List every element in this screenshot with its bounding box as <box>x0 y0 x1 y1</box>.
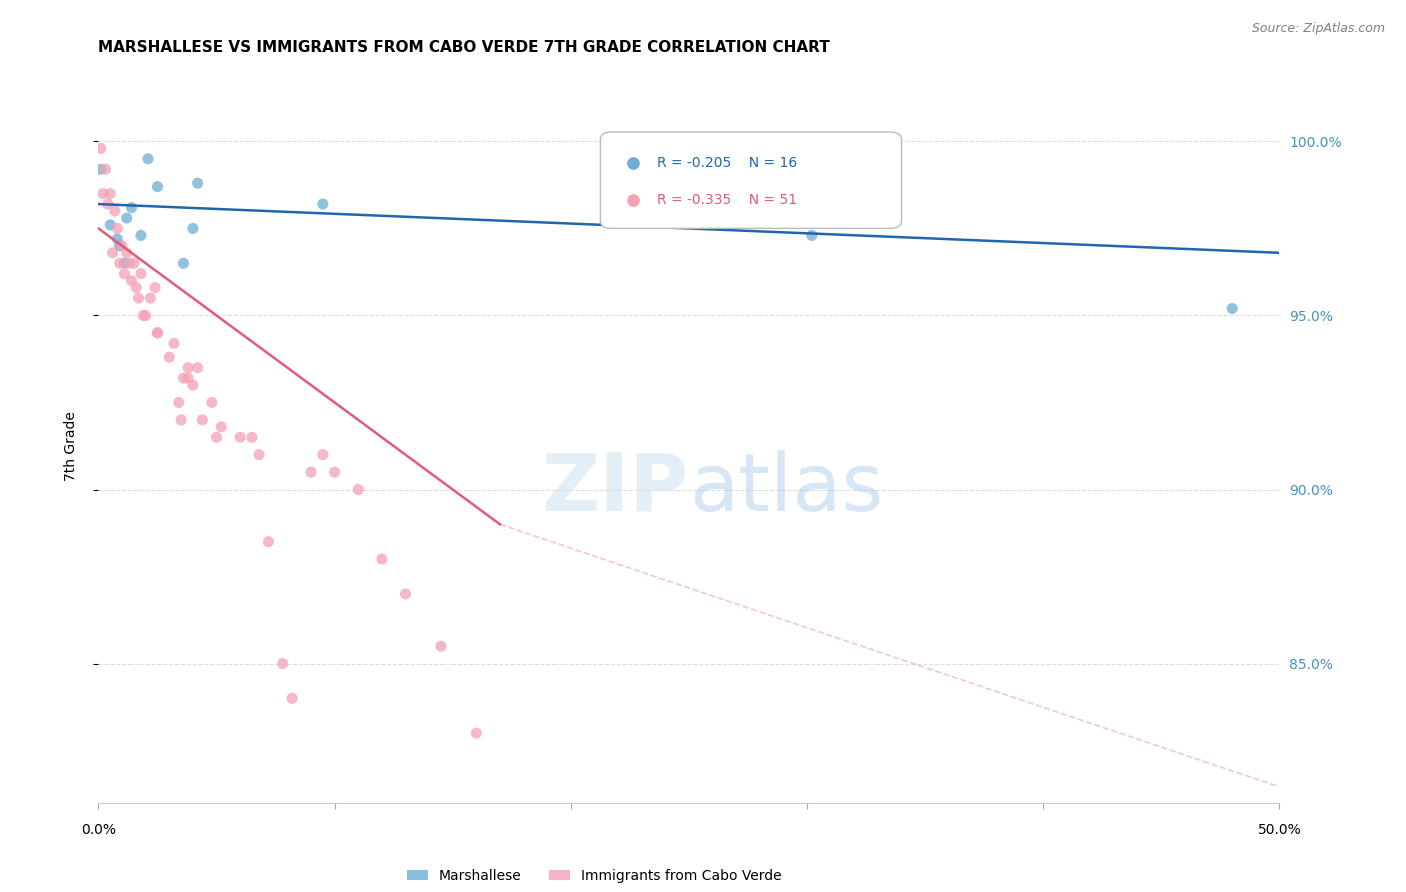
Point <box>105 221 128 235</box>
Point <box>97 197 120 211</box>
Point <box>136 152 159 166</box>
Point <box>108 239 131 253</box>
Text: atlas: atlas <box>689 450 883 528</box>
Point <box>143 280 166 294</box>
Point <box>98 186 121 201</box>
Point <box>146 326 169 340</box>
Point <box>132 309 155 323</box>
Point <box>394 587 416 601</box>
Point <box>312 448 335 462</box>
Point <box>187 360 209 375</box>
Point <box>135 309 157 323</box>
Point <box>205 430 228 444</box>
Point <box>167 395 190 409</box>
Point <box>112 256 135 270</box>
Point <box>91 186 114 201</box>
Point <box>121 274 143 288</box>
Text: R = -0.205    N = 16: R = -0.205 N = 16 <box>657 156 797 169</box>
Point <box>170 413 193 427</box>
Point <box>209 420 232 434</box>
Point <box>191 413 214 427</box>
Point <box>240 430 263 444</box>
Point <box>115 245 138 260</box>
Point <box>172 256 194 270</box>
Point <box>128 291 150 305</box>
Point <box>94 162 117 177</box>
Y-axis label: 7th Grade: 7th Grade <box>63 411 77 481</box>
Point <box>181 221 204 235</box>
Text: 50.0%: 50.0% <box>1257 823 1302 837</box>
Point <box>347 483 370 497</box>
Point <box>111 239 134 253</box>
Point <box>121 201 143 215</box>
Point <box>299 465 322 479</box>
Point <box>465 726 488 740</box>
Point <box>229 430 252 444</box>
Text: 0.0%: 0.0% <box>82 823 115 837</box>
Point <box>181 378 204 392</box>
Point <box>323 465 346 479</box>
Point <box>104 204 127 219</box>
Point <box>257 534 280 549</box>
Point <box>177 371 200 385</box>
Point <box>112 267 135 281</box>
Point <box>312 197 335 211</box>
Point <box>177 360 200 375</box>
Point <box>187 176 209 190</box>
Point <box>1220 301 1243 316</box>
Point <box>281 691 304 706</box>
Point <box>101 245 124 260</box>
Point <box>271 657 294 671</box>
Text: Source: ZipAtlas.com: Source: ZipAtlas.com <box>1251 22 1385 36</box>
Point <box>371 552 394 566</box>
Point <box>139 291 162 305</box>
Point <box>146 326 169 340</box>
Point <box>201 395 224 409</box>
Point <box>163 336 186 351</box>
Point <box>247 448 270 462</box>
Point <box>125 280 148 294</box>
Point <box>115 211 138 225</box>
Point <box>105 232 128 246</box>
Point <box>800 228 823 243</box>
Point <box>129 228 152 243</box>
Point <box>430 639 453 653</box>
Text: R = -0.335    N = 51: R = -0.335 N = 51 <box>657 193 797 207</box>
Point <box>122 256 145 270</box>
Point <box>172 371 194 385</box>
Point <box>108 256 131 270</box>
Point <box>146 179 169 194</box>
FancyBboxPatch shape <box>600 132 901 228</box>
Point <box>129 267 152 281</box>
Point <box>90 162 112 177</box>
Text: MARSHALLESE VS IMMIGRANTS FROM CABO VERDE 7TH GRADE CORRELATION CHART: MARSHALLESE VS IMMIGRANTS FROM CABO VERD… <box>98 40 830 55</box>
Text: ZIP: ZIP <box>541 450 689 528</box>
Point <box>118 256 141 270</box>
Point <box>157 350 180 364</box>
Legend: Marshallese, Immigrants from Cabo Verde: Marshallese, Immigrants from Cabo Verde <box>401 863 787 888</box>
Point <box>90 141 112 155</box>
Point <box>98 218 121 232</box>
